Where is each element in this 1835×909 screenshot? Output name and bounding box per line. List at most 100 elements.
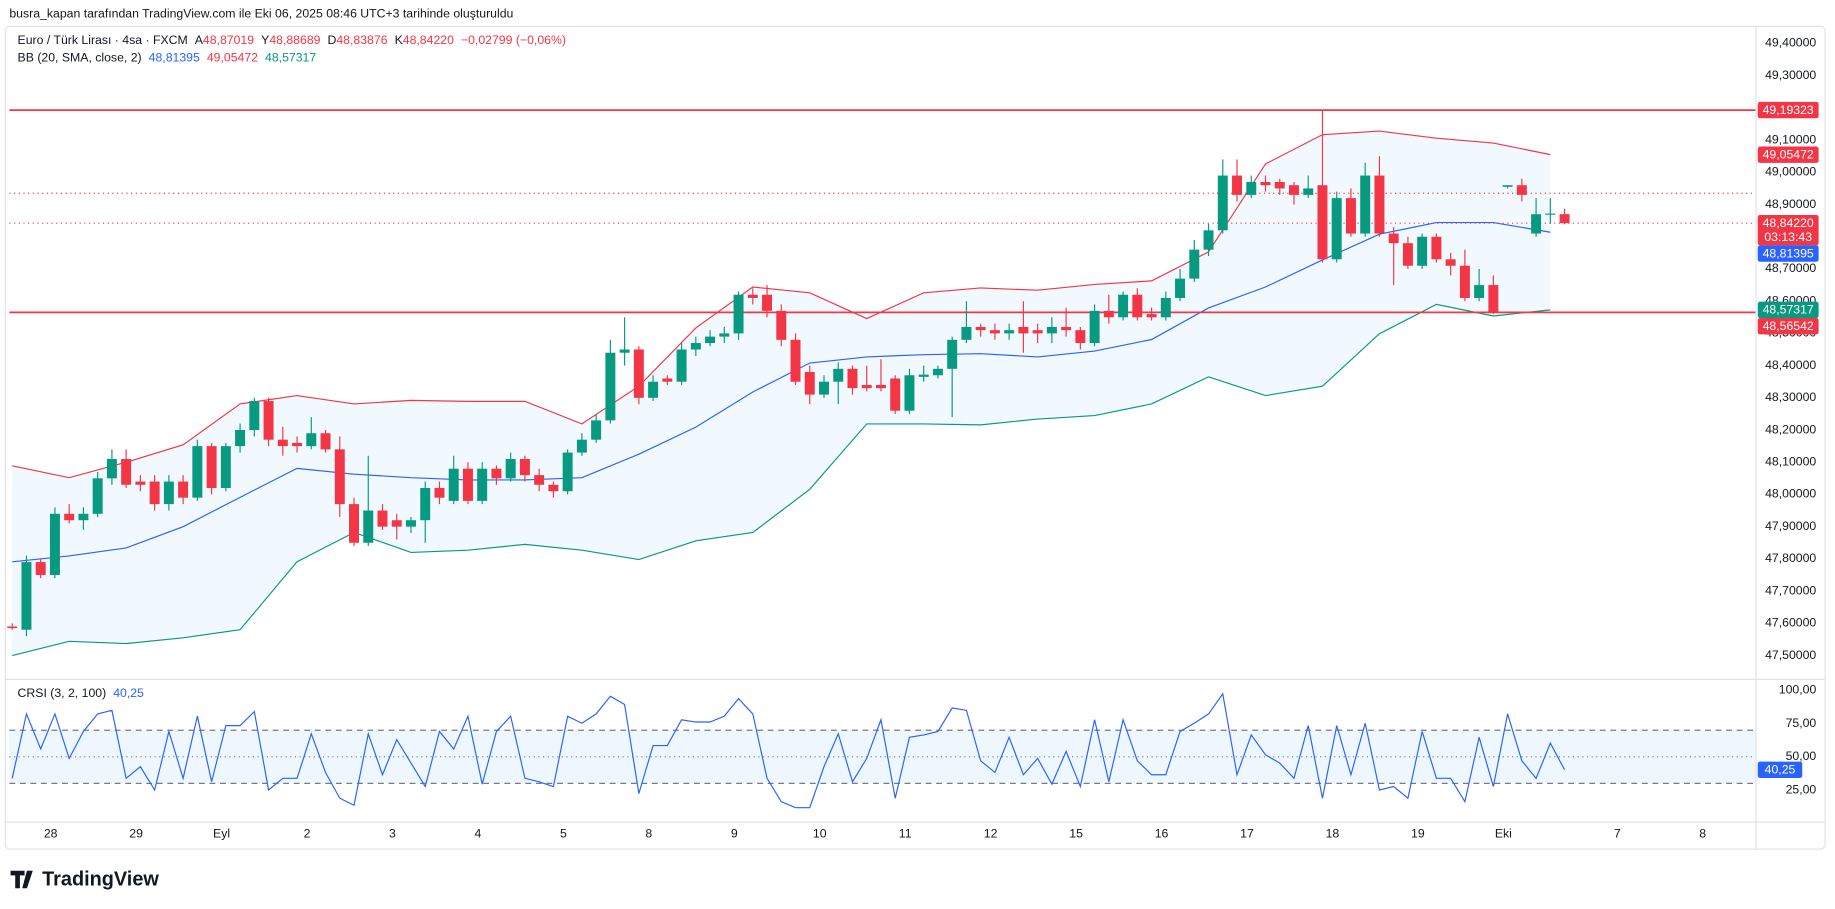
candle-body	[790, 339, 801, 382]
candle-body	[249, 401, 260, 431]
indicator-value: 48,81395	[149, 51, 200, 65]
price-tag-box	[1757, 245, 1819, 262]
candle-body	[92, 478, 103, 514]
x-tick-label: 8	[1699, 827, 1706, 841]
candle-body	[64, 513, 75, 521]
candle-body	[1132, 294, 1143, 318]
candle-body	[548, 484, 559, 492]
candle-body	[1445, 259, 1456, 266]
candle-body	[206, 446, 217, 489]
y-tick-label: 48,70000	[1765, 261, 1816, 275]
x-tick-label: 12	[984, 827, 998, 841]
legend-line: Euro / Türk Lirası · 4sa · FXCM A48,87019…	[18, 33, 566, 47]
candle-body	[78, 513, 89, 521]
candle-body	[847, 368, 858, 389]
candle-body	[1232, 175, 1242, 195]
indicator-title: CRSI (3, 2, 100)	[18, 686, 107, 700]
candle-body	[135, 481, 146, 485]
price-tag-box	[1757, 214, 1819, 246]
x-tick-label: 17	[1240, 827, 1254, 841]
price-tag: 49,19323	[1757, 101, 1819, 119]
candle-body	[719, 333, 730, 337]
candle-body	[1118, 294, 1129, 318]
y-tick-label: 49,00000	[1765, 165, 1816, 179]
candle-body	[875, 384, 886, 389]
candle-body	[932, 368, 943, 376]
candle-body	[1203, 230, 1214, 250]
candle-body	[733, 294, 744, 334]
value-tag-label: 40,25	[1765, 763, 1796, 777]
candle-body	[1531, 214, 1542, 234]
candle-body	[121, 459, 132, 485]
candle-body	[1502, 185, 1513, 187]
x-tick-label: 2	[304, 827, 311, 841]
candle-body	[1559, 214, 1570, 224]
y-tick-label: 48,30000	[1765, 390, 1816, 404]
x-tick-label: 29	[129, 827, 143, 841]
candle-body	[1089, 310, 1100, 344]
price-tag-label: 48,56542	[1763, 319, 1814, 333]
candle-body	[163, 481, 174, 505]
candle-body	[576, 439, 587, 453]
y-tick-label: 47,70000	[1765, 583, 1816, 597]
x-tick-label: 28	[44, 827, 58, 841]
x-tick-label: 7	[1614, 827, 1621, 841]
candle-body	[292, 442, 303, 447]
candle-body	[405, 520, 416, 527]
price-tag-box	[1757, 146, 1819, 163]
logo: TradingView	[10, 868, 159, 890]
y-tick-label: 50,00	[1786, 749, 1817, 763]
logo-text: TradingView	[42, 868, 159, 890]
candle-body	[178, 481, 189, 498]
y-tick-label: 48,90000	[1765, 197, 1816, 211]
y-tick-label: 47,60000	[1765, 616, 1816, 630]
indicator-value: 48,57317	[265, 51, 316, 65]
price-tag-box	[1757, 301, 1819, 319]
price-tag: 48,81395	[1757, 245, 1819, 262]
price-tag-label: 48,84220	[1763, 216, 1814, 230]
candle-body	[420, 488, 431, 521]
y-tick-label: 47,50000	[1765, 648, 1816, 662]
x-tick-label: Eki	[1495, 827, 1512, 841]
x-tick-label: Eyl	[213, 827, 230, 841]
candle-body	[1474, 285, 1485, 298]
indicator-legend: BB (20, SMA, close, 2) 48,81395 49,05472 48…	[18, 51, 317, 65]
y-tick-label: 47,80000	[1765, 551, 1816, 565]
candle-body	[947, 339, 958, 369]
candle-body	[1303, 188, 1314, 195]
candle-body	[1459, 265, 1470, 298]
candle-body	[1075, 330, 1086, 344]
ohlc-value: 48,88689	[269, 33, 320, 47]
candle-body	[349, 504, 360, 543]
candle-body	[1516, 185, 1527, 195]
price-tag-box	[1757, 101, 1819, 119]
candle-body	[1374, 175, 1385, 234]
y-tick-label: 25,00	[1786, 782, 1817, 796]
candle-body	[1417, 236, 1428, 266]
candle-body	[1103, 310, 1114, 318]
candle-body	[519, 459, 530, 476]
candle-body	[235, 430, 246, 447]
x-tick-label: 8	[645, 827, 652, 841]
candle-body	[1317, 185, 1328, 260]
candle-body	[1388, 233, 1399, 244]
candle-body	[705, 336, 716, 344]
candle-body	[1146, 314, 1157, 318]
candle-body	[477, 468, 488, 501]
x-tick-label: 15	[1069, 827, 1083, 841]
candle-body	[1046, 326, 1057, 334]
y-tick-label: 48,20000	[1765, 422, 1816, 436]
candle-body	[391, 520, 402, 527]
candle-body	[263, 401, 274, 440]
ohlc-key: Y	[261, 33, 269, 47]
candle-body	[776, 310, 787, 340]
value-tag-box	[1757, 761, 1803, 778]
ohlc-key: A	[195, 33, 204, 47]
candle-body	[1217, 175, 1228, 231]
price-tag-box	[1757, 318, 1819, 335]
candle-body	[591, 420, 602, 440]
y-tick-label: 48,00000	[1765, 487, 1816, 501]
candle-body	[1246, 181, 1257, 195]
candle-body	[1018, 326, 1029, 334]
